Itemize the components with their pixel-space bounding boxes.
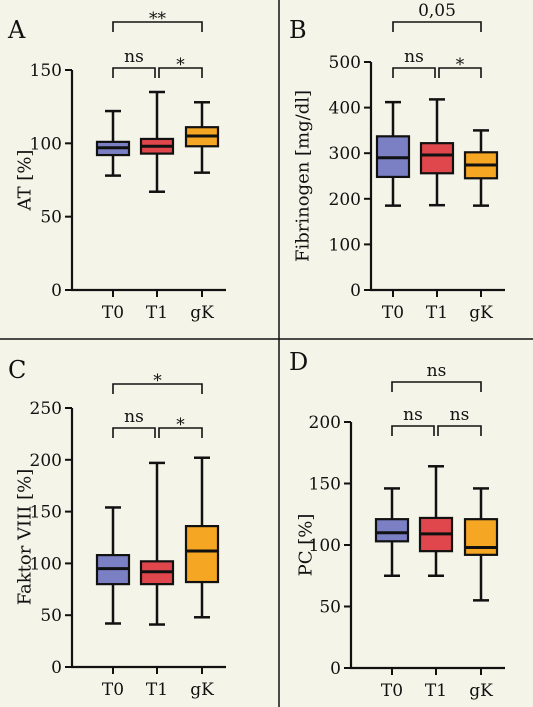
panel-a-bracket-t0-gk-label: ** bbox=[149, 9, 167, 29]
panel-d-bracket-t0-t1-label: ns bbox=[403, 405, 423, 425]
panel-d-x-tick-label-t1: T1 bbox=[425, 681, 447, 701]
panel-c-bracket-t1-gk-label: * bbox=[176, 415, 185, 435]
panel-a-x-tick-label-t1: T1 bbox=[146, 303, 168, 323]
panel-b-y-tick-label: 400 bbox=[329, 99, 361, 119]
panel-d-box-gk bbox=[463, 518, 499, 556]
panel-b-y-tick-label: 500 bbox=[329, 53, 361, 73]
panel-d-letter: D bbox=[289, 348, 308, 376]
panel-a-bracket-t0-t1-label: ns bbox=[124, 47, 144, 67]
panel-a-letter: A bbox=[7, 16, 26, 44]
panel-d-y-tick-label: 150 bbox=[309, 475, 341, 495]
panel-b-y-axis-label: Fibrinogen [mg/dl] bbox=[292, 90, 313, 262]
panel-b-bracket-t0-gk bbox=[392, 21, 482, 32]
panel-b-y-tick-label: 200 bbox=[329, 190, 361, 210]
panel-c-bracket-t0-t1 bbox=[112, 427, 156, 438]
panel-c-bracket-t0-gk bbox=[112, 383, 203, 394]
panel-d-x-tick-label-t0: T0 bbox=[381, 681, 403, 701]
panel-c-y-tick-label: 0 bbox=[51, 658, 62, 678]
panel-b-x-tick-label-t0: T0 bbox=[382, 303, 404, 323]
panel-c-y-tick-label: 250 bbox=[30, 399, 62, 419]
panel-b-x-tick-label-gk: gK bbox=[469, 303, 493, 323]
panel-a-y-axis-label: AT [%] bbox=[14, 150, 35, 212]
panel-d-y-tick-label: 200 bbox=[309, 413, 341, 433]
panel-a-y-tick-label: 100 bbox=[30, 134, 62, 154]
panel-d-box-t0 bbox=[374, 518, 410, 543]
panel-a-bracket-t1-gk bbox=[158, 67, 203, 78]
panel-c-x-tick-label-t1: T1 bbox=[146, 680, 168, 700]
panel-d-y-tick-label: 50 bbox=[319, 598, 341, 618]
panel-d-x-tick-label-gk: gK bbox=[469, 681, 493, 701]
panel-c-bracket-t0-gk-label: * bbox=[153, 371, 162, 391]
panel-d-bracket-t0-gk bbox=[391, 381, 482, 392]
panel-b-letter: B bbox=[289, 16, 307, 44]
panel-a-x-tick-label-gk: gK bbox=[190, 303, 214, 323]
panel-c-y-tick-label: 200 bbox=[30, 451, 62, 471]
panel-a-y-tick-label: 150 bbox=[30, 61, 62, 81]
panel-d-y-tick-label: 0 bbox=[330, 659, 341, 679]
panel-d-bracket-t0-t1 bbox=[391, 425, 435, 436]
panel-b-box-t1 bbox=[419, 142, 455, 175]
panel-c-letter: C bbox=[8, 356, 26, 384]
panel-c-y-tick-label: 100 bbox=[30, 554, 62, 574]
panel-c-x-tick-label-t0: T0 bbox=[102, 680, 124, 700]
panel-a-bracket-t0-t1 bbox=[112, 67, 156, 78]
panel-d-bracket-t1-gk bbox=[437, 425, 482, 436]
panel-b-bracket-t1-gk-label: * bbox=[456, 55, 465, 75]
panel-c-y-axis-label: Faktor VIII [%] bbox=[14, 469, 35, 606]
panel-b-bracket-t0-t1 bbox=[392, 67, 436, 78]
panel-b-y-tick-label: 0 bbox=[350, 281, 361, 301]
panel-a-bracket-t1-gk-label: * bbox=[176, 55, 185, 75]
panel-d-bracket-t0-gk-label: ns bbox=[427, 361, 447, 381]
panel-d-bracket-t1-gk-label: ns bbox=[450, 405, 470, 425]
panel-a-y-tick-label: 50 bbox=[40, 208, 62, 228]
panel-d-y-axis-label: PC [%] bbox=[295, 514, 316, 577]
panel-b-y-tick-label: 300 bbox=[329, 144, 361, 164]
panel-a-y-tick-label: 0 bbox=[51, 281, 62, 301]
panel-d-y-tick-label: 100 bbox=[309, 536, 341, 556]
panel-c-bracket-t0-t1-label: ns bbox=[124, 407, 144, 427]
panel-b-bracket-t1-gk bbox=[438, 67, 482, 78]
panel-b-bracket-t0-gk-label: 0,05 bbox=[418, 1, 456, 21]
panel-a-x-tick-label-t0: T0 bbox=[102, 303, 124, 323]
panel-b-x-tick-label-t1: T1 bbox=[426, 303, 448, 323]
panel-b-bracket-t0-t1-label: ns bbox=[404, 47, 424, 67]
panel-a-bracket-t0-gk bbox=[112, 21, 203, 32]
panel-c-y-tick-label: 150 bbox=[30, 503, 62, 523]
panel-c-x-tick-label-gk: gK bbox=[190, 680, 214, 700]
panel-c-y-tick-label: 50 bbox=[40, 606, 62, 626]
panel-c-box-gk bbox=[184, 525, 220, 584]
panel-c-bracket-t1-gk bbox=[158, 427, 203, 438]
panel-b-y-tick-label: 100 bbox=[329, 235, 361, 255]
